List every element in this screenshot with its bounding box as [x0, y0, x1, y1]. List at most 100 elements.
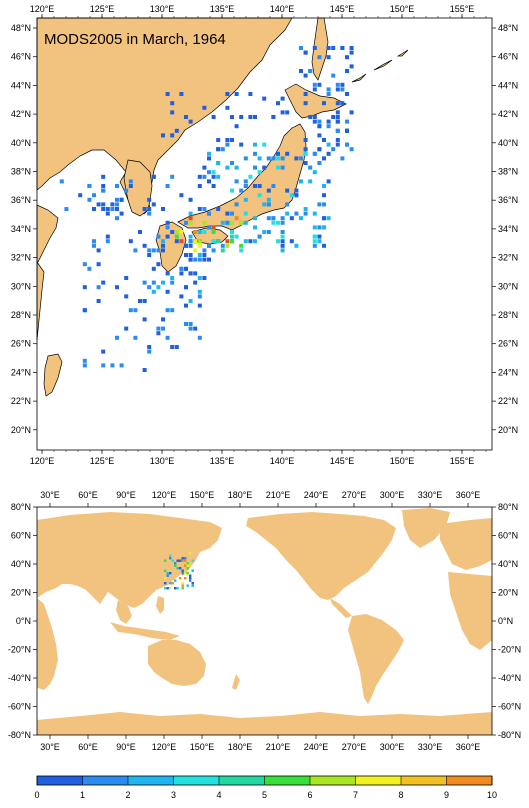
observation-cell [248, 239, 253, 244]
observation-cell [271, 216, 276, 221]
observation-cell [248, 115, 253, 119]
observation-cell [253, 142, 257, 147]
observation-cell [303, 101, 308, 106]
global-observation-cell [166, 574, 169, 577]
observation-cell [285, 110, 290, 115]
observation-cell [280, 239, 285, 244]
reg-lat-label-left: 32°N [11, 253, 31, 263]
observation-cell [128, 184, 133, 188]
observation-cell [234, 179, 239, 184]
reg-lon-label-bottom: 155°E [450, 456, 475, 466]
observation-cell [165, 308, 170, 313]
glob-lon-label-top: 210°E [266, 490, 291, 500]
reg-lat-label-right: 36°N [498, 195, 518, 205]
observation-cell [234, 92, 239, 96]
observation-cell [202, 230, 207, 234]
observation-cell [266, 197, 271, 202]
global-observation-cell [181, 584, 184, 587]
reg-lon-label-bottom: 150°E [390, 456, 415, 466]
observation-cell [64, 207, 69, 211]
glob-lon-label-bottom: 330°E [418, 742, 443, 752]
glob-lon-label-top: 150°E [190, 490, 215, 500]
observation-cell [280, 243, 285, 248]
observation-cell [308, 69, 313, 73]
glob-lon-label-bottom: 240°E [304, 742, 329, 752]
observation-cell [243, 184, 248, 188]
reg-lat-label-right: 26°N [498, 339, 518, 349]
observation-cell [202, 220, 207, 225]
colorbar-swatch [264, 776, 310, 785]
observation-cell [326, 92, 331, 96]
observation-cell [184, 253, 188, 257]
reg-lat-label-right: 34°N [498, 224, 518, 234]
observation-cell [322, 184, 326, 188]
observation-cell [87, 184, 92, 188]
observation-cell [184, 285, 188, 290]
map-title: MODS2005 in March, 1964 [44, 31, 226, 48]
observation-cell [96, 285, 101, 290]
observation-cell [312, 87, 317, 92]
colorbar-label: 7 [353, 790, 358, 800]
observation-cell [335, 115, 340, 119]
reg-lon-label-top: 135°E [210, 4, 235, 14]
observation-cell [115, 197, 119, 202]
observation-cell [161, 326, 165, 331]
observation-cell [276, 156, 280, 161]
global-land [37, 508, 492, 735]
observation-cell [202, 276, 207, 280]
observation-cell [165, 184, 170, 188]
global-observation-cell [164, 582, 167, 585]
observation-cell [349, 50, 354, 55]
land-new-zealand [232, 674, 240, 690]
land-kyushu [155, 221, 187, 273]
observation-cell [326, 46, 331, 50]
observation-cell [299, 46, 303, 50]
observation-cell [225, 220, 230, 225]
observation-cell [230, 220, 234, 225]
observation-cell [207, 156, 211, 161]
glob-lat-label-left: 0°N [16, 616, 31, 626]
observation-cell [197, 184, 202, 188]
observation-cell [225, 239, 230, 244]
observation-cell [170, 345, 175, 349]
observation-cell [340, 46, 345, 50]
observation-cell [243, 156, 248, 161]
observation-cell [170, 133, 175, 138]
global-observation-cell [186, 572, 189, 575]
observation-cell [142, 243, 147, 248]
glob-lon-label-top: 120°E [152, 490, 177, 500]
observation-cell [110, 202, 115, 207]
observation-cell [142, 299, 147, 303]
observation-cell [326, 119, 331, 124]
glob-lat-label-right: -80°N [498, 730, 521, 740]
observation-cell [280, 248, 285, 253]
reg-lat-label-right: 24°N [498, 367, 518, 377]
observation-cell [220, 248, 225, 253]
observation-cell [340, 101, 345, 106]
observation-cell [280, 165, 285, 170]
observation-cell [184, 220, 188, 225]
observation-cell [276, 220, 280, 225]
observation-cell [174, 230, 179, 234]
glob-lat-label-right: -60°N [498, 702, 521, 712]
global-observation-cell [186, 564, 189, 567]
observation-cell [345, 69, 349, 73]
observation-cell [119, 363, 124, 368]
observation-cell [138, 230, 142, 234]
observation-cell [188, 299, 193, 303]
observation-cell [225, 105, 230, 110]
observation-cell [257, 170, 262, 175]
observation-cell [161, 239, 165, 244]
observation-cell [234, 216, 239, 221]
reg-lat-label-left: 30°N [11, 281, 31, 291]
global-observation-cell [189, 574, 192, 577]
glob-lon-label-bottom: 30°E [40, 742, 60, 752]
observation-cell [303, 50, 308, 55]
observation-cell [110, 363, 115, 368]
colorbar-label: 9 [444, 790, 449, 800]
global-observation-cell [181, 569, 184, 572]
colorbar-swatch [219, 776, 265, 785]
glob-lon-label-top: 330°E [418, 490, 443, 500]
observation-cell [128, 239, 133, 244]
reg-lat-label-left: 48°N [11, 23, 31, 33]
